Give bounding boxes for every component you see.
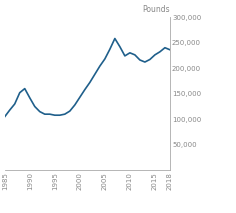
Text: Pounds: Pounds (142, 5, 170, 14)
